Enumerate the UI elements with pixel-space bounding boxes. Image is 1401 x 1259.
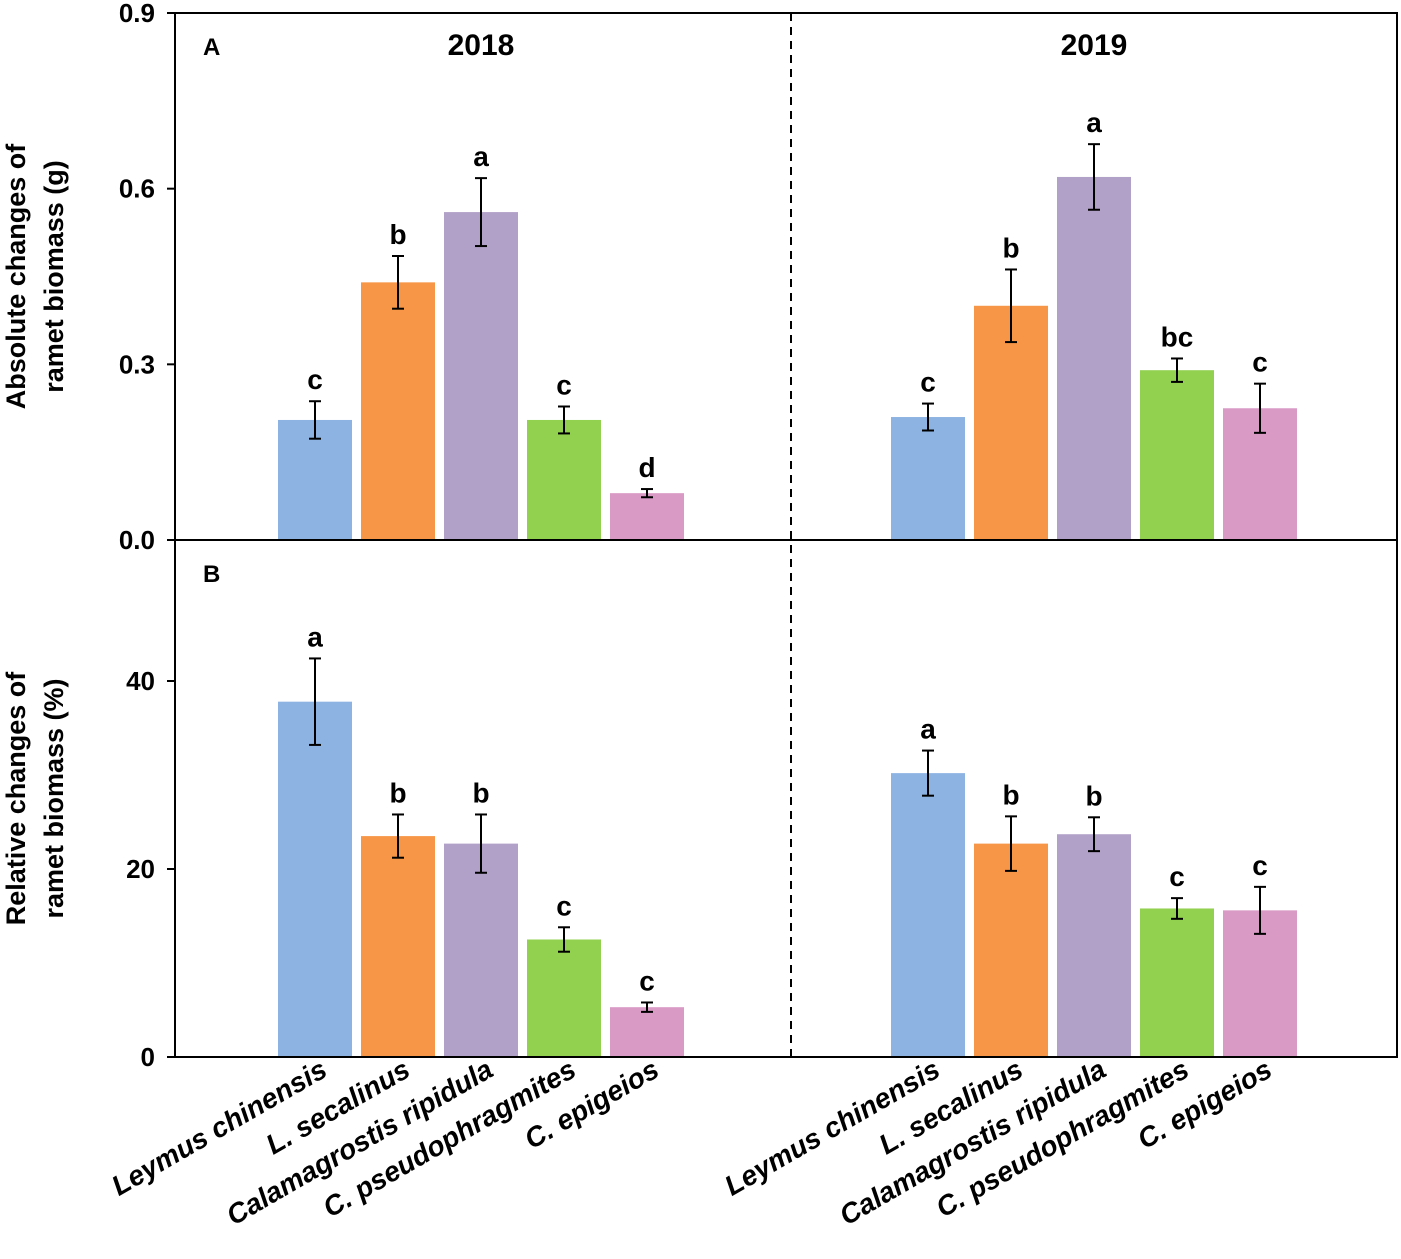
error-bar-b-2019-1 <box>922 749 934 797</box>
y-tick-label: 0 <box>141 1042 155 1072</box>
y-axis-title-line-1: Relative changes of <box>1 671 31 926</box>
y-tick-label: 0.9 <box>119 0 155 28</box>
y-tick-label: 0.3 <box>119 349 155 379</box>
error-bar-b-2018-2 <box>392 813 404 859</box>
error-bar-a-2018-4 <box>558 405 570 435</box>
bar-a-2019-4 <box>1140 370 1214 540</box>
year-header-2019: 2019 <box>1061 29 1128 62</box>
y-tick-label: 0.6 <box>119 174 155 204</box>
bar-b-2019-3 <box>1057 834 1131 1057</box>
y-axis-title-line-2: ramet biomass (%) <box>39 678 69 918</box>
bar-a-2019-3 <box>1057 176 1131 540</box>
error-bar-b-2019-4 <box>1171 897 1183 920</box>
error-bar-b-2019-2 <box>1005 815 1017 872</box>
significance-letter: b <box>389 219 406 250</box>
panel-letter-b: B <box>203 561 220 588</box>
error-bar-a-2018-5 <box>641 488 653 499</box>
significance-letter: c <box>1169 861 1185 892</box>
bar-a-2019-1 <box>891 417 965 540</box>
significance-letter: c <box>1252 850 1268 881</box>
bar-b-2018-2 <box>361 836 435 1057</box>
error-bar-b-2019-5 <box>1254 885 1266 935</box>
error-bar-b-2018-3 <box>475 813 487 874</box>
significance-letter: a <box>307 621 323 652</box>
bar-b-2019-4 <box>1140 908 1214 1057</box>
bar-b-2018-4 <box>527 939 601 1057</box>
error-bar-a-2019-5 <box>1254 382 1266 434</box>
bar-a-2018-2 <box>361 282 435 540</box>
error-bar-a-2019-1 <box>922 402 934 432</box>
bar-b-2018-1 <box>278 701 352 1057</box>
y-tick-label: 0.0 <box>119 525 155 555</box>
error-bar-a-2019-4 <box>1171 357 1183 383</box>
y-tick-label: 40 <box>126 666 155 696</box>
plot-frame <box>174 12 1398 1058</box>
frame-layer <box>167 12 1398 1058</box>
significance-letter: c <box>920 367 936 398</box>
error-bar-b-2018-4 <box>558 926 570 953</box>
bar-b-2018-3 <box>444 843 518 1057</box>
significance-letter: c <box>556 369 572 400</box>
bar-b-2019-2 <box>974 843 1048 1057</box>
y-axis-title-line-1: Absolute changes of <box>1 143 31 410</box>
error-bar-a-2018-1 <box>309 400 321 440</box>
significance-letter: a <box>473 141 489 172</box>
y-tick-label: 20 <box>126 854 155 884</box>
error-bar-a-2018-2 <box>392 255 404 310</box>
error-bar-a-2019-3 <box>1088 143 1100 211</box>
bar-a-2018-4 <box>527 419 601 540</box>
bars-layer <box>278 143 1297 1057</box>
significance-letter: c <box>1252 347 1268 378</box>
bar-a-2018-3 <box>444 212 518 541</box>
bar-a-2019-2 <box>974 305 1048 540</box>
error-bar-b-2018-5 <box>641 1001 653 1013</box>
bar-a-2018-5 <box>610 493 684 540</box>
significance-letter: bc <box>1161 321 1194 352</box>
significance-letter: b <box>1085 780 1102 811</box>
year-header-2018: 2018 <box>448 29 515 62</box>
bar-b-2019-1 <box>891 773 965 1057</box>
bar-b-2018-5 <box>610 1007 684 1057</box>
significance-letter: b <box>1002 779 1019 810</box>
significance-letter: d <box>638 452 655 483</box>
significance-letter: c <box>307 364 323 395</box>
error-bar-a-2019-2 <box>1005 268 1017 344</box>
error-bar-a-2018-3 <box>475 177 487 248</box>
significance-letter: c <box>639 965 655 996</box>
significance-letter: a <box>920 714 936 745</box>
significance-letter: b <box>389 777 406 808</box>
panel-letter-a: A <box>203 34 220 61</box>
y-axis-title-line-2: ramet biomass (g) <box>39 160 69 393</box>
significance-letter: c <box>556 890 572 921</box>
error-bar-b-2019-3 <box>1088 816 1100 853</box>
error-bar-b-2018-1 <box>309 657 321 746</box>
significance-letter: b <box>472 777 489 808</box>
bar-a-2018-1 <box>278 419 352 540</box>
significance-letter: a <box>1086 107 1102 138</box>
significance-letter: b <box>1002 232 1019 263</box>
